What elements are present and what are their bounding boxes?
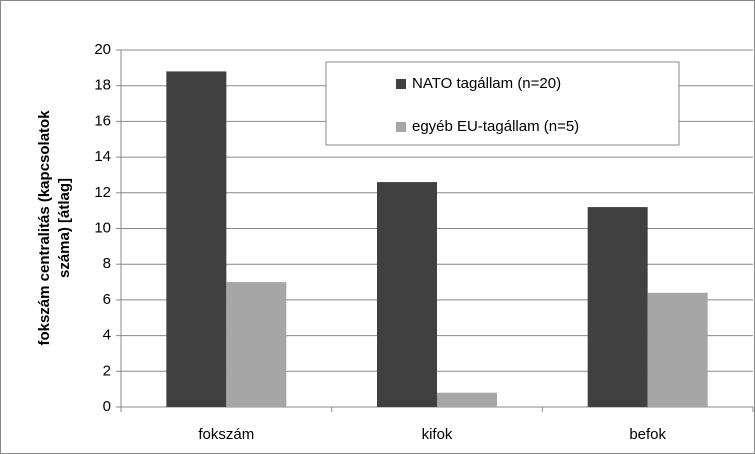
y-tick-label: 4 <box>103 327 111 344</box>
bar <box>226 282 287 407</box>
bar <box>437 392 497 407</box>
bar <box>587 207 648 407</box>
x-tick-label: kifok <box>422 426 453 443</box>
legend-label: egyéb EU-tagállam (n=5) <box>412 118 579 135</box>
y-tick-label: 20 <box>94 41 111 58</box>
bar <box>377 182 437 407</box>
y-axis-label-line: száma) [átlag] <box>56 178 73 278</box>
y-tick-label: 8 <box>103 255 111 272</box>
bar <box>166 71 227 408</box>
y-tick-label: 6 <box>103 291 111 308</box>
y-tick-label: 12 <box>94 184 111 201</box>
y-axis-label-line: fokszám centralitás (kapcsolatok <box>36 110 53 346</box>
y-tick-label: 10 <box>94 219 111 236</box>
y-axis-label: fokszám centralitás (kapcsolatok száma) [… <box>36 110 73 346</box>
y-tick-label: 18 <box>94 77 111 94</box>
y-tick-label: 2 <box>103 362 111 379</box>
legend-swatch <box>396 122 406 132</box>
y-tick-label: 0 <box>103 398 111 415</box>
x-tick-label: befok <box>629 426 666 443</box>
legend-swatch <box>396 79 406 89</box>
bar <box>647 292 708 407</box>
y-tick-label: 14 <box>94 148 111 165</box>
legend <box>325 61 680 146</box>
y-tick-label: 16 <box>94 112 111 129</box>
x-tick-label: fokszám <box>198 426 254 443</box>
legend-label: NATO tagállam (n=20) <box>412 75 561 92</box>
